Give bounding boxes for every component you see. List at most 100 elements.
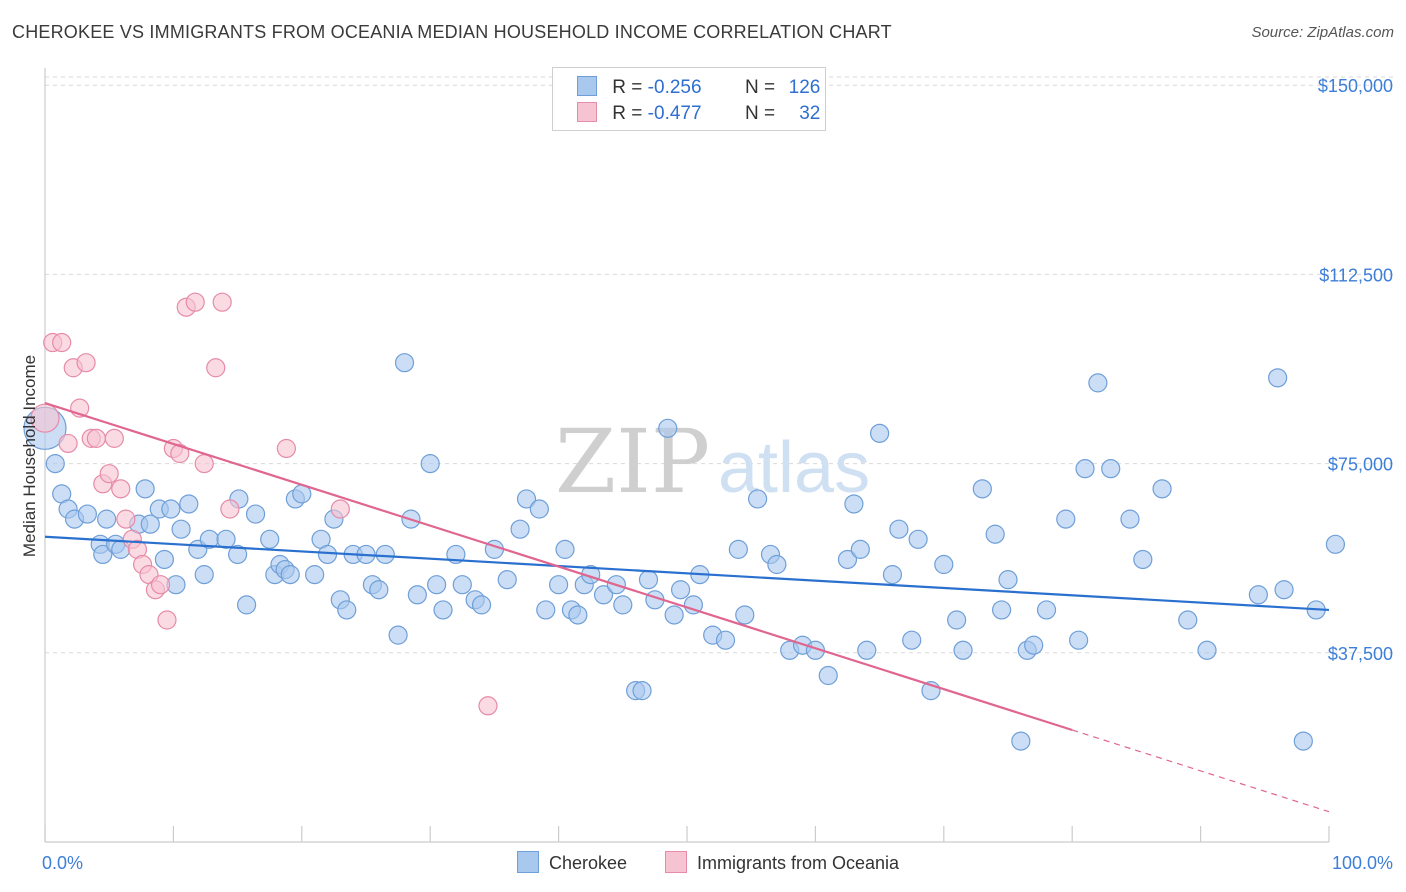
bottom-legend-cherokee: Cherokee [517, 851, 627, 874]
cherokee-point [45, 454, 65, 474]
cherokee-point [818, 665, 838, 686]
cherokee-point [972, 479, 992, 499]
oceania-point [76, 353, 96, 373]
bottom-legend-swatch-pink [665, 851, 687, 873]
cherokee-point [388, 625, 408, 645]
x-tick-max: 100.0% [1332, 853, 1393, 873]
oceania-point [330, 499, 350, 519]
cherokee-point [953, 640, 973, 660]
cherokee-point [1248, 585, 1268, 605]
trend-lines [44, 402, 1330, 813]
bottom-legend-label: Immigrants from Oceania [697, 853, 900, 873]
cherokee-point [1011, 731, 1031, 751]
cherokee-point [97, 509, 117, 529]
cherokee-point [613, 595, 633, 615]
cherokee-point [135, 479, 155, 499]
oceania-point [116, 509, 136, 529]
cherokee-point [420, 454, 440, 474]
cherokee-point [228, 544, 248, 565]
cherokee-point [536, 600, 556, 620]
source-label: Source: ZipAtlas.com [1251, 24, 1394, 41]
cherokee-point [1088, 373, 1108, 393]
cherokee-point [985, 524, 1005, 544]
cherokee-point [1152, 479, 1172, 499]
oceania-trend-line [44, 402, 1073, 732]
legend-row-oceania: R = -0.477 N = 32 [577, 102, 820, 126]
cherokee-point [375, 544, 395, 565]
legend-r-value: -0.256 [647, 77, 702, 98]
cherokee-point [161, 499, 181, 519]
cherokee-point [510, 519, 530, 539]
cherokee-point [516, 489, 537, 509]
y-tick-label: $112,500 [1319, 265, 1393, 285]
cherokee-point [1274, 580, 1294, 600]
cherokee-point [934, 554, 954, 575]
cherokee-point [1101, 459, 1121, 479]
legend-r-label: R = [612, 77, 643, 98]
cherokee-point [497, 570, 517, 590]
cherokee-point [998, 570, 1018, 590]
legend-n-value: 126 [788, 77, 821, 98]
cherokee-point [433, 600, 453, 620]
cherokee-point [857, 640, 877, 660]
cherokee-point [194, 565, 214, 585]
cherokee-point [1069, 630, 1089, 650]
x-tick-min: 0.0% [42, 853, 83, 873]
oceania-point [276, 438, 296, 459]
cherokee-point [555, 539, 575, 559]
cherokee-point [638, 570, 659, 590]
oceania-point [58, 433, 78, 454]
cherokee-point [1120, 509, 1140, 529]
oceania-point [86, 428, 106, 448]
cherokee-point [991, 600, 1012, 620]
legend-n-value: 32 [799, 103, 821, 124]
cherokee-point [735, 605, 755, 625]
cherokee-point [632, 681, 652, 701]
cherokee-point [407, 585, 427, 605]
watermark: ZIP atlas [555, 410, 870, 513]
cherokee-point [154, 549, 175, 570]
oceania-point [104, 428, 124, 448]
cherokee-point [568, 605, 588, 625]
cherokee-point [748, 489, 768, 509]
cherokee-point [1056, 509, 1076, 529]
scatter-points [23, 292, 1346, 751]
cherokee-point [394, 353, 415, 373]
oceania-point [111, 479, 131, 499]
cherokee-point [179, 494, 199, 514]
oceania-point [170, 443, 190, 464]
cherokee-point [236, 595, 257, 615]
chart-title: CHEROKEE VS IMMIGRANTS FROM OCEANIA MEDI… [12, 22, 892, 42]
cherokee-point [715, 630, 736, 650]
cherokee-point [850, 539, 870, 559]
cherokee-point [837, 549, 858, 570]
legend-row-cherokee: R = -0.256 N = 126 [577, 76, 820, 100]
bottom-legend-label: Cherokee [549, 853, 628, 873]
oceania-point [150, 575, 171, 595]
cherokee-point [260, 529, 280, 549]
gridlines [45, 76, 1393, 654]
cherokee-point [658, 418, 678, 438]
cherokee-point [1293, 731, 1313, 751]
cherokee-point [369, 580, 389, 600]
cherokee-point [902, 630, 922, 650]
cherokee-point [427, 575, 447, 595]
legend-n-label: N = [744, 103, 776, 124]
cherokee-point [1197, 640, 1217, 660]
oceania-point [220, 499, 240, 519]
cherokee-point [171, 519, 191, 539]
y-tick-label: $37,500 [1328, 644, 1393, 664]
cherokee-point [889, 519, 909, 539]
cherokee-point [1178, 610, 1198, 630]
cherokee-point [140, 514, 160, 534]
oceania-point [99, 464, 119, 484]
cherokee-point [947, 610, 967, 630]
cherokee-trend-line [44, 535, 1330, 612]
y-axis-title: Median Household Income [20, 355, 39, 557]
bottom-legend-swatch-blue [517, 851, 539, 873]
oceania-point [478, 696, 498, 716]
cherokee-point [452, 575, 472, 595]
cherokee-point [844, 494, 864, 514]
bottom-legend-oceania: Immigrants from Oceania [665, 851, 899, 874]
cherokee-point [664, 605, 684, 625]
